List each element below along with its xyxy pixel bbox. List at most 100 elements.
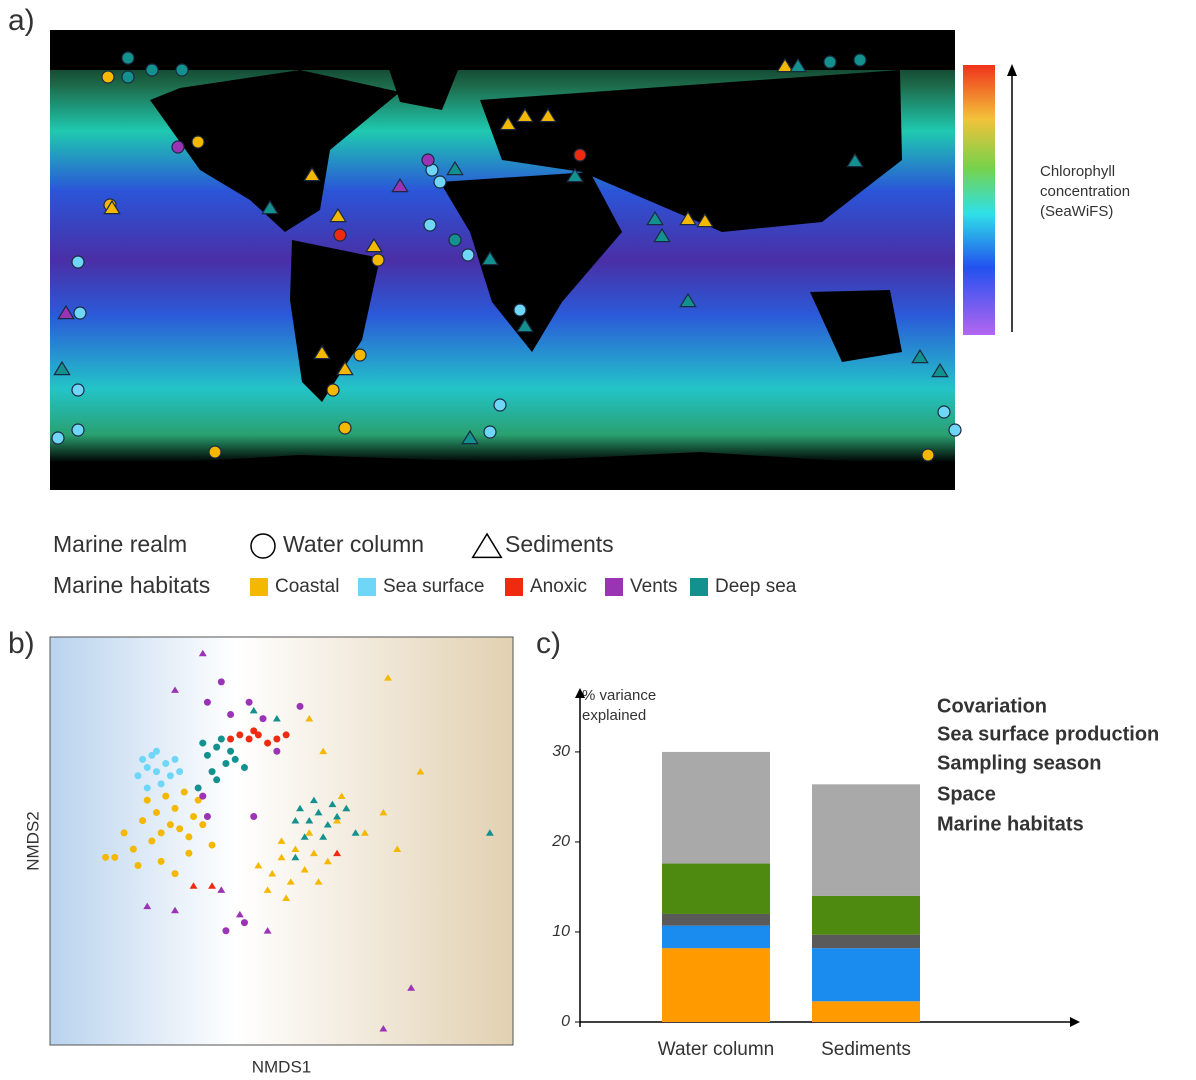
- scatter-point: [333, 817, 342, 824]
- map-point: [313, 344, 331, 360]
- map-point: [931, 362, 949, 378]
- scatter-point: [263, 927, 272, 934]
- bar-segment: [812, 784, 920, 896]
- scatter-point: [143, 902, 152, 910]
- map-point: [433, 175, 447, 189]
- scatter-point: [328, 800, 337, 808]
- map-point: [391, 177, 409, 193]
- map-point: [365, 237, 383, 253]
- legend-marker: [250, 533, 276, 559]
- y-axis-label-box: % variance explained: [582, 687, 657, 724]
- legend-label: Deep sea: [715, 576, 797, 597]
- scatter-point: [323, 821, 332, 828]
- map-point: [303, 166, 321, 182]
- scatter-point: [134, 772, 142, 780]
- scatter-point: [282, 731, 290, 739]
- map-point: [448, 233, 462, 247]
- scatter-point: [323, 857, 332, 865]
- bar-segment: [812, 934, 920, 949]
- scatter-point: [360, 829, 369, 836]
- scatter-point: [217, 678, 225, 686]
- map-point: [539, 107, 557, 123]
- map-point: [513, 303, 527, 317]
- scatter-point: [263, 886, 272, 893]
- scatter-point: [379, 808, 388, 816]
- scatter-point: [305, 715, 314, 722]
- scatter-point: [148, 837, 156, 845]
- x-tick-label: Water column: [658, 1039, 775, 1060]
- scatter-point: [213, 776, 221, 784]
- map-point: [101, 70, 115, 84]
- scatter-point: [300, 833, 309, 840]
- y-axis-label: % variance explained: [582, 687, 657, 724]
- scatter-point: [305, 817, 314, 824]
- map-point: [679, 292, 697, 308]
- legend-swatch: [250, 578, 268, 596]
- map-point: [646, 210, 664, 226]
- map-point: [53, 360, 71, 376]
- scatter-point: [249, 706, 258, 714]
- map-point: [461, 248, 475, 262]
- scatter-point: [222, 759, 230, 767]
- scatter-point: [134, 861, 142, 869]
- scatter-point: [268, 870, 277, 877]
- scatter-point: [314, 878, 323, 885]
- scatter-point: [291, 853, 300, 861]
- scatter-point: [171, 804, 179, 812]
- scatter-point: [189, 882, 198, 889]
- bar-segment: [662, 948, 770, 1022]
- map-point: [493, 398, 507, 412]
- scatter-point: [407, 984, 416, 991]
- x-axis-arrowhead: [1070, 1017, 1080, 1027]
- scatter-point: [227, 747, 235, 755]
- map-point: [338, 421, 352, 435]
- scatter-point: [416, 768, 425, 775]
- legend-label: Coastal: [275, 576, 339, 597]
- legend-label: Sediments: [505, 531, 614, 557]
- map-point: [421, 153, 435, 167]
- scatter-point: [282, 894, 291, 901]
- y-axis-arrowhead: [575, 688, 585, 698]
- scatter-point: [227, 711, 235, 719]
- scatter-point: [305, 829, 314, 836]
- scatter-point: [199, 821, 207, 829]
- scatter-point: [245, 698, 253, 706]
- map-point: [191, 135, 205, 149]
- map-point: [121, 70, 135, 84]
- map-point: [921, 448, 935, 462]
- scatter-point: [393, 845, 402, 853]
- map-point: [446, 160, 464, 176]
- scatter-point: [143, 784, 151, 792]
- scatter-point: [222, 927, 230, 935]
- scatter-point: [139, 817, 147, 825]
- scatter-point: [384, 674, 392, 681]
- panel-label: b): [8, 627, 35, 660]
- scatter-point: [143, 764, 151, 772]
- map-point: [653, 227, 671, 243]
- map-point: [371, 253, 385, 267]
- scatter-point: [208, 882, 217, 889]
- legend-label: Space: [937, 783, 996, 805]
- legend-swatch: [690, 578, 708, 596]
- colorbar-label: Chlorophyll concentration (SeaWiFS): [1040, 163, 1131, 220]
- scatter-point: [111, 853, 119, 861]
- map-point: [71, 423, 85, 437]
- scatter-point: [300, 865, 309, 873]
- scatter-point: [194, 796, 202, 804]
- scatter-point: [143, 796, 151, 804]
- scatter-point: [342, 804, 351, 812]
- bar-segment: [662, 863, 770, 914]
- scatter-point: [199, 792, 207, 800]
- scatter-point: [250, 727, 258, 735]
- scatter-point: [286, 878, 295, 885]
- legend-label: Covariation: [937, 695, 1047, 717]
- x-axis-label: NMDS1: [252, 1057, 312, 1076]
- legend-label: Vents: [630, 576, 678, 597]
- scatter-point: [379, 1025, 388, 1032]
- map-point: [73, 306, 87, 320]
- legend-label: Marine habitats: [937, 813, 1084, 835]
- scatter-point: [139, 755, 147, 763]
- bar-segment: [812, 948, 920, 1002]
- scatter-point: [162, 759, 170, 767]
